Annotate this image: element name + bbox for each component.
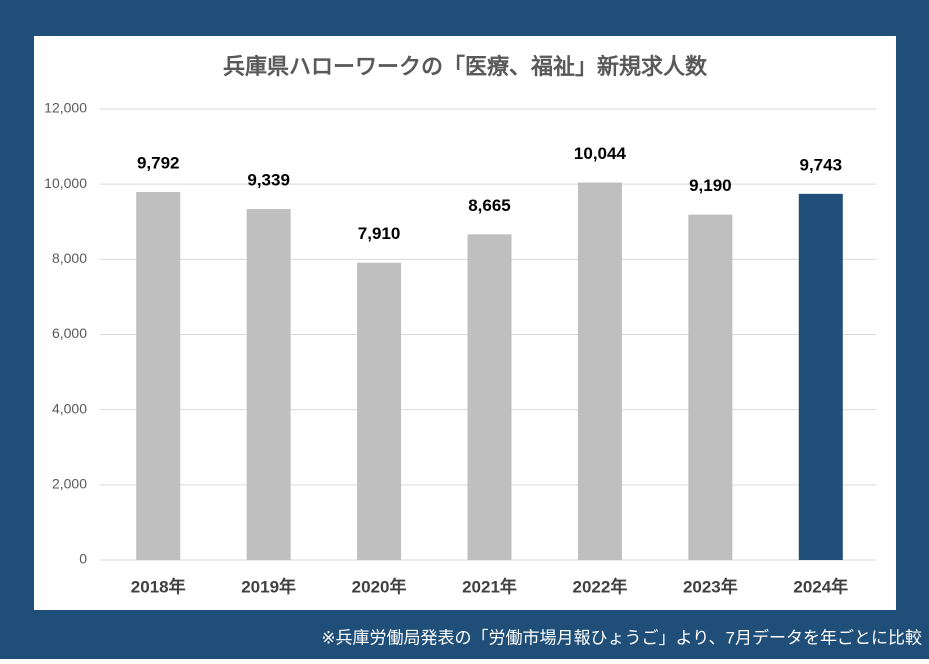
x-tick-label: 2024年 bbox=[793, 576, 848, 596]
bar bbox=[357, 262, 402, 560]
y-tick-label: 12,000 bbox=[44, 100, 87, 116]
y-tick-label: 10,000 bbox=[44, 175, 87, 191]
value-label: 9,743 bbox=[800, 155, 843, 174]
value-label: 7,910 bbox=[358, 224, 401, 243]
value-label: 9,190 bbox=[689, 176, 732, 195]
y-tick-label: 2,000 bbox=[52, 476, 87, 492]
bar bbox=[688, 214, 733, 560]
y-tick-label: 0 bbox=[79, 551, 87, 567]
y-tick-label: 6,000 bbox=[52, 325, 87, 341]
y-tick-label: 4,000 bbox=[52, 400, 87, 416]
y-tick-label: 8,000 bbox=[52, 250, 87, 266]
x-tick-label: 2019年 bbox=[241, 576, 296, 596]
x-tick-label: 2020年 bbox=[352, 576, 407, 596]
bar bbox=[136, 191, 181, 560]
x-tick-label: 2018年 bbox=[131, 576, 186, 596]
bar bbox=[577, 182, 622, 560]
bar bbox=[798, 193, 843, 561]
footnote: ※兵庫労働局発表の「労働市場月報ひょうご」より、7月データを年ごとに比較 bbox=[321, 627, 922, 647]
value-label: 8,665 bbox=[468, 196, 511, 215]
x-tick-label: 2023年 bbox=[683, 576, 738, 596]
x-tick-label: 2022年 bbox=[573, 576, 628, 596]
chart-title: 兵庫県ハローワークの「医療、福祉」新規求人数 bbox=[223, 54, 708, 79]
bar bbox=[467, 234, 512, 560]
value-label: 9,792 bbox=[137, 153, 180, 172]
x-tick-label: 2021年 bbox=[462, 576, 517, 596]
value-label: 9,339 bbox=[247, 170, 290, 189]
value-label: 10,044 bbox=[574, 144, 627, 163]
bar bbox=[246, 209, 291, 560]
